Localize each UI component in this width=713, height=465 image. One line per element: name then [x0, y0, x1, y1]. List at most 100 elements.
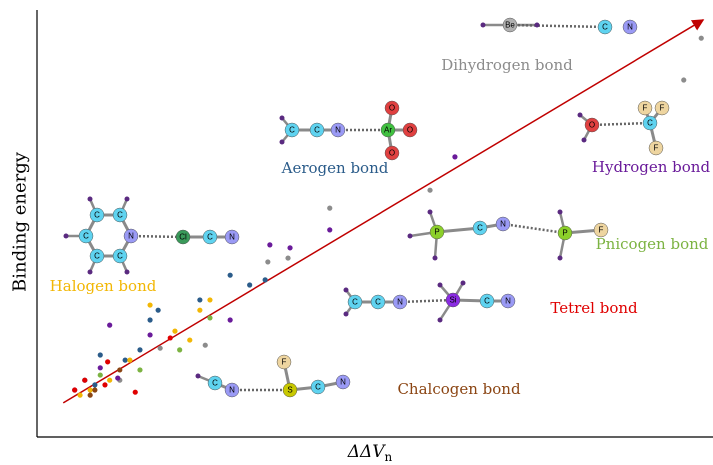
atom-label: C	[212, 379, 218, 388]
x-axis-label-sub: n	[385, 450, 393, 464]
atom-label: C	[477, 224, 483, 233]
atom-label: C	[94, 211, 100, 220]
atom-label: F	[660, 104, 665, 113]
noncovalent-bond	[400, 300, 453, 302]
data-point	[107, 323, 112, 328]
data-point	[327, 227, 332, 232]
atom-label: N	[229, 386, 235, 395]
atom-label: Be	[505, 21, 515, 30]
atom-label: P	[562, 229, 567, 238]
atom-label: N	[397, 298, 403, 307]
data-point	[156, 308, 161, 313]
hydrogen-atom	[196, 374, 201, 379]
data-point	[105, 359, 110, 364]
data-point	[133, 390, 138, 395]
data-point	[88, 387, 93, 392]
x-axis-label: ΔΔVn	[347, 442, 393, 464]
data-point	[92, 387, 97, 392]
atom-label: C	[117, 252, 123, 261]
hydrogen-atom	[558, 256, 563, 261]
data-point	[203, 343, 208, 348]
atom-label: F	[654, 144, 659, 153]
series-label: Dihydrogen bond	[441, 56, 573, 74]
hydrogen-atom	[125, 270, 130, 275]
atom-label: O	[589, 121, 595, 130]
atom-label: F	[643, 104, 648, 113]
x-axis-label-main: ΔΔV	[347, 442, 387, 462]
data-point	[168, 335, 173, 340]
atom-label: N	[128, 232, 134, 241]
data-point	[197, 297, 202, 302]
data-point	[427, 188, 432, 193]
hydrogen-atom	[578, 113, 583, 118]
atom-label: C	[207, 233, 213, 242]
data-point	[287, 245, 292, 250]
hydrogen-atom	[280, 140, 285, 145]
data-point	[98, 365, 103, 370]
data-point	[172, 329, 177, 334]
hydrogen-atom	[438, 283, 443, 288]
noncovalent-bond	[592, 123, 650, 125]
series-label: Hydrogen bond	[592, 158, 711, 176]
hydrogen-atom	[461, 281, 466, 286]
data-point	[228, 273, 233, 278]
hydrogen-atom	[481, 23, 486, 28]
data-point	[247, 282, 252, 287]
data-point	[263, 277, 268, 282]
data-point	[88, 393, 93, 398]
data-point	[207, 315, 212, 320]
atom-label: Si	[449, 296, 456, 305]
atom-label: N	[627, 23, 633, 32]
hydrogen-atom	[344, 312, 349, 317]
data-point	[265, 259, 270, 264]
molecule: P C N P F	[408, 210, 609, 261]
noncovalent-bond	[131, 236, 183, 237]
data-point	[228, 317, 233, 322]
data-point	[452, 154, 457, 159]
hydrogen-atom	[344, 288, 349, 293]
data-point	[699, 36, 704, 41]
hydrogen-atom	[280, 116, 285, 121]
molecule: OCFFF	[578, 101, 670, 155]
data-point	[158, 346, 163, 351]
atom-label: C	[375, 298, 381, 307]
data-point	[98, 372, 103, 377]
data-point	[177, 347, 182, 352]
data-point	[285, 255, 290, 260]
data-point	[107, 378, 112, 383]
atom-label: C	[315, 383, 321, 392]
hydrogen-atom	[64, 234, 69, 239]
atom-label: O	[389, 149, 395, 158]
atom-label: C	[647, 119, 653, 128]
atom-label: F	[282, 358, 287, 367]
hydrogen-atom	[125, 197, 130, 202]
series-label: Pnicogen bond	[596, 235, 709, 253]
hydrogen-atom	[438, 318, 443, 323]
data-point	[267, 242, 272, 247]
data-point	[327, 206, 332, 211]
data-point	[117, 367, 122, 372]
atom-label: C	[289, 126, 295, 135]
hydrogen-atom	[408, 234, 413, 239]
data-point	[123, 358, 128, 363]
data-point	[197, 308, 202, 313]
series-label: Chalcogen bond	[397, 380, 521, 398]
series-label: Tetrel bond	[550, 299, 638, 317]
series-label: Aerogen bond	[281, 159, 389, 177]
hydrogen-atom	[88, 270, 93, 275]
data-point	[147, 332, 152, 337]
data-point	[98, 352, 103, 357]
atom-label: F	[599, 226, 604, 235]
atom-label: N	[500, 220, 506, 229]
hydrogen-atom	[88, 197, 93, 202]
atom-label: P	[434, 228, 439, 237]
atom-label: N	[505, 297, 511, 306]
atom-label: C	[117, 211, 123, 220]
data-point	[77, 393, 82, 398]
data-point	[147, 302, 152, 307]
hydrogen-atom	[428, 210, 433, 215]
data-point	[127, 358, 132, 363]
data-point	[102, 382, 107, 387]
